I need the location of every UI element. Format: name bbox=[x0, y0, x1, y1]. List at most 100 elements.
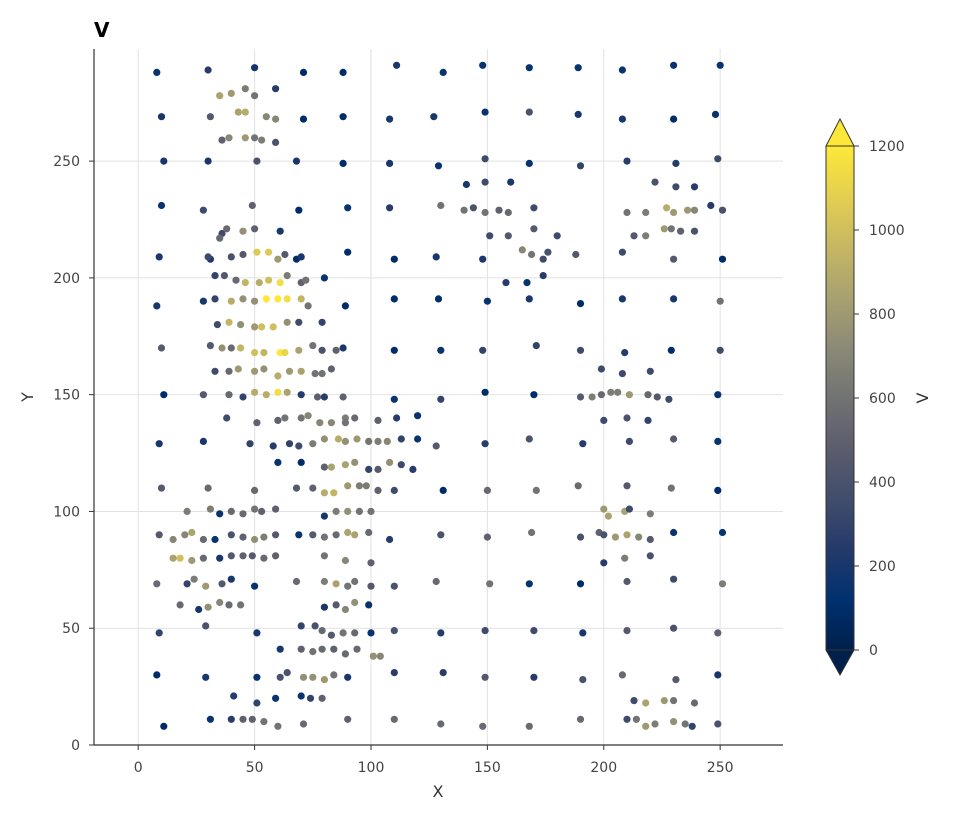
data-point bbox=[272, 552, 280, 560]
data-point bbox=[297, 458, 305, 466]
data-point bbox=[670, 115, 678, 123]
data-point bbox=[274, 416, 282, 424]
data-point bbox=[225, 391, 233, 399]
data-point bbox=[283, 669, 291, 677]
data-point bbox=[227, 253, 235, 261]
data-point bbox=[718, 580, 727, 588]
data-point bbox=[206, 342, 214, 350]
colorbar-extend-min bbox=[825, 649, 855, 677]
data-point bbox=[600, 505, 608, 513]
data-point bbox=[311, 622, 319, 630]
data-point bbox=[690, 183, 699, 191]
data-point bbox=[479, 722, 487, 730]
data-point bbox=[309, 342, 317, 350]
data-point bbox=[318, 346, 326, 354]
data-point bbox=[199, 391, 207, 399]
data-point bbox=[327, 463, 335, 471]
data-point bbox=[295, 318, 303, 326]
data-point bbox=[204, 157, 212, 165]
data-point bbox=[230, 692, 238, 700]
data-point bbox=[576, 533, 585, 541]
data-point bbox=[528, 528, 536, 537]
data-point bbox=[390, 395, 398, 403]
data-point bbox=[272, 531, 280, 539]
data-point bbox=[600, 531, 608, 539]
data-point bbox=[618, 115, 627, 123]
data-point bbox=[216, 92, 224, 100]
data-point bbox=[202, 582, 210, 590]
data-point bbox=[579, 676, 587, 684]
data-point bbox=[390, 582, 398, 590]
data-point bbox=[227, 344, 235, 352]
y-tick-label: 150 bbox=[53, 388, 80, 404]
data-point bbox=[528, 250, 536, 259]
data-point bbox=[714, 671, 722, 679]
colorbar-tick-label: 1200 bbox=[869, 139, 905, 155]
data-point bbox=[318, 627, 326, 635]
data-point bbox=[530, 391, 538, 399]
data-point bbox=[190, 575, 198, 583]
data-point bbox=[530, 225, 538, 233]
data-point bbox=[525, 295, 533, 303]
data-point bbox=[367, 507, 375, 515]
data-point bbox=[502, 279, 510, 287]
data-point bbox=[258, 507, 266, 515]
data-point bbox=[206, 113, 214, 121]
data-point bbox=[525, 722, 533, 730]
data-point bbox=[670, 435, 678, 443]
data-point bbox=[253, 157, 261, 165]
data-point bbox=[530, 204, 538, 212]
data-point bbox=[341, 461, 349, 469]
data-point bbox=[227, 531, 235, 539]
data-point bbox=[618, 295, 627, 303]
data-point bbox=[274, 458, 282, 466]
data-point bbox=[714, 437, 722, 445]
data-point bbox=[339, 393, 347, 401]
data-point bbox=[651, 720, 659, 728]
data-point bbox=[351, 458, 359, 466]
data-point bbox=[437, 346, 445, 354]
data-point bbox=[597, 391, 606, 399]
data-point bbox=[227, 715, 235, 723]
data-point bbox=[623, 208, 631, 217]
data-point bbox=[386, 159, 394, 167]
data-point bbox=[332, 580, 340, 588]
data-point bbox=[646, 535, 654, 544]
data-point bbox=[374, 465, 382, 473]
data-point bbox=[274, 722, 282, 730]
data-point bbox=[667, 484, 675, 492]
data-point bbox=[309, 440, 317, 448]
data-point bbox=[574, 482, 582, 490]
data-point bbox=[157, 201, 166, 210]
data-point bbox=[339, 159, 347, 167]
data-point bbox=[365, 437, 373, 445]
data-point bbox=[714, 391, 722, 399]
x-tick-label: 50 bbox=[246, 760, 264, 776]
data-point bbox=[432, 442, 440, 450]
data-point bbox=[667, 225, 675, 233]
data-point bbox=[707, 201, 715, 210]
data-point bbox=[670, 697, 678, 705]
data-point bbox=[272, 85, 280, 93]
data-point bbox=[690, 206, 699, 214]
data-point bbox=[663, 204, 671, 212]
data-point bbox=[272, 115, 280, 123]
data-point bbox=[437, 531, 445, 539]
data-point bbox=[262, 391, 270, 399]
data-point bbox=[281, 414, 289, 422]
data-point bbox=[251, 323, 259, 331]
data-point bbox=[299, 720, 308, 728]
data-point bbox=[169, 535, 177, 544]
data-point bbox=[574, 110, 582, 118]
data-point bbox=[160, 157, 168, 165]
data-point bbox=[237, 321, 245, 329]
data-point bbox=[318, 645, 326, 653]
data-point bbox=[660, 697, 668, 705]
data-point bbox=[623, 414, 631, 422]
y-tick-label: 200 bbox=[53, 271, 80, 287]
data-point bbox=[623, 531, 631, 539]
data-point bbox=[295, 346, 303, 354]
data-point bbox=[153, 68, 161, 76]
data-point bbox=[227, 507, 235, 515]
data-point bbox=[414, 412, 422, 420]
